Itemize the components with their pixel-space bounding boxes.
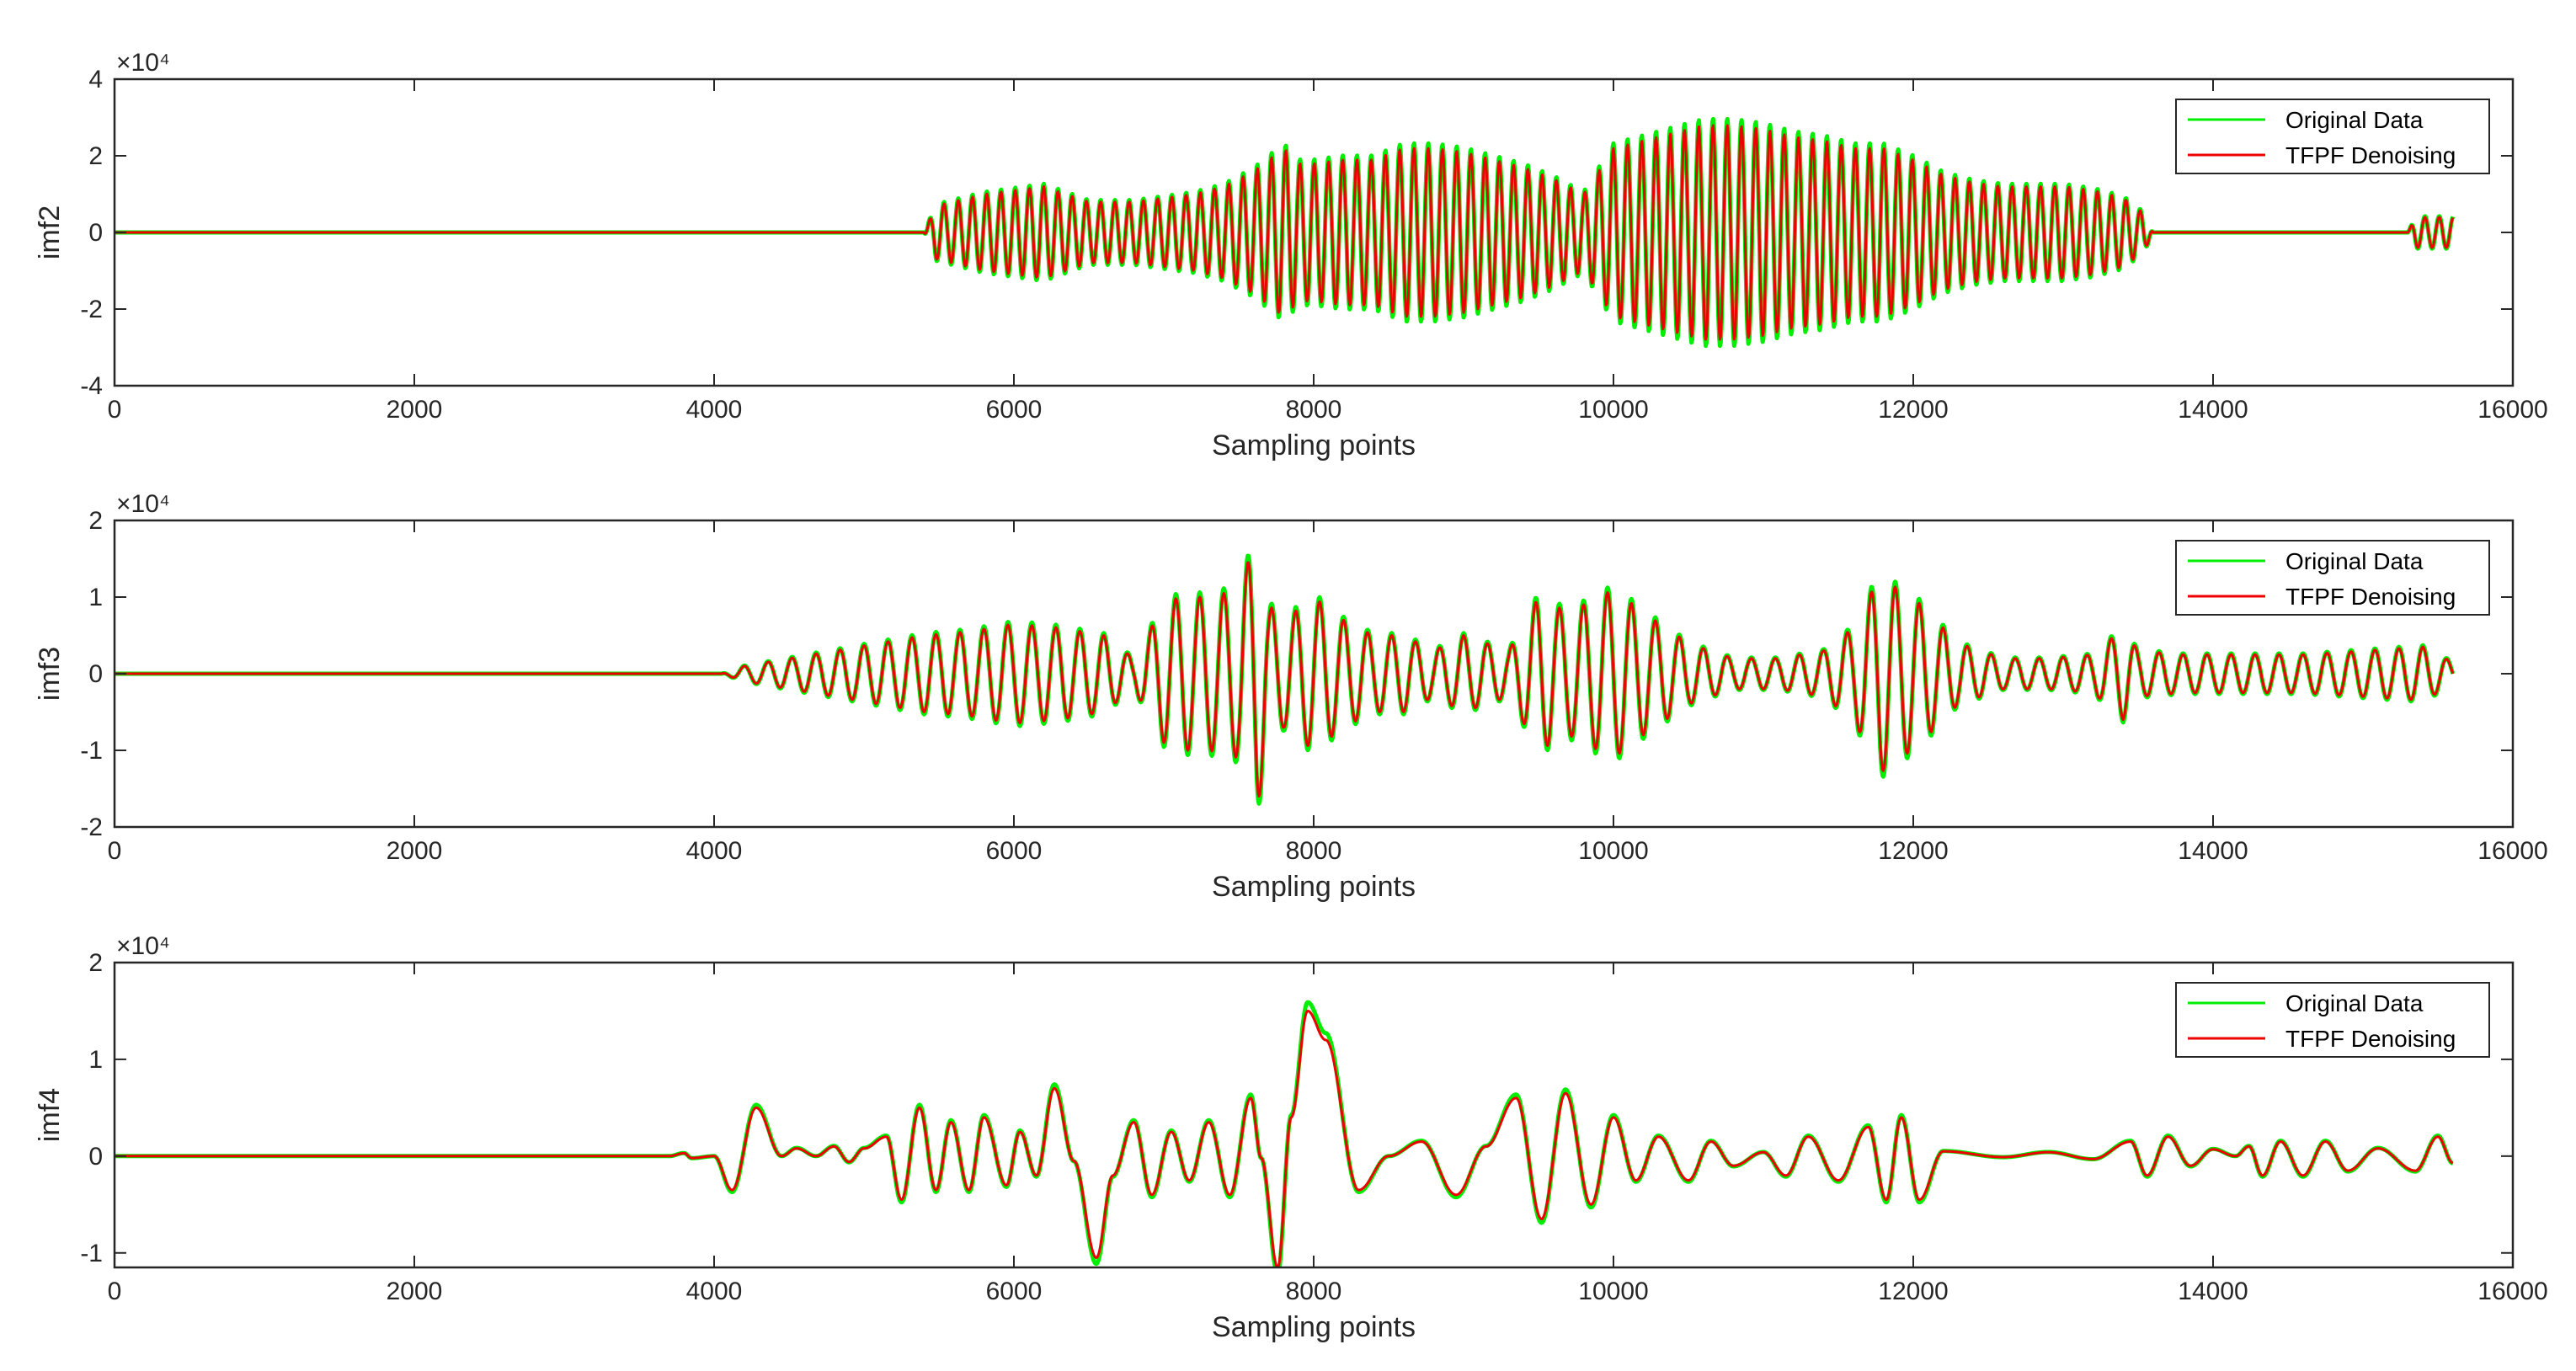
y-tick-label: -2: [80, 296, 103, 323]
plot-lines: [115, 553, 2456, 806]
x-tick-label: 2000: [387, 1278, 443, 1305]
legend-box: [2175, 99, 2490, 174]
x-tick-label: 16000: [2477, 837, 2547, 865]
y-tick-label: -4: [80, 372, 103, 400]
y-exponent-label: ×10⁴: [116, 490, 170, 518]
y-exponent-label: ×10⁴: [116, 932, 170, 960]
legend-box: [2175, 540, 2490, 616]
x-tick-label: 14000: [2178, 396, 2248, 424]
y-axis-label: imf3: [34, 647, 66, 701]
y-tick-label: 0: [88, 219, 103, 247]
y-axis-label: imf4: [34, 1088, 66, 1142]
x-tick-label: 12000: [1878, 396, 1948, 424]
y-tick-label: 1: [88, 584, 103, 611]
legend-box: [2175, 982, 2490, 1058]
x-tick-label: 0: [108, 1278, 122, 1305]
series-tfpf-denoising: [115, 561, 2455, 798]
x-tick-label: 10000: [1578, 837, 1648, 865]
x-axis-label: Sampling points: [1212, 1311, 1416, 1343]
x-tick-label: 8000: [1286, 1278, 1342, 1305]
x-tick-label: 10000: [1578, 396, 1648, 424]
y-exponent-label: ×10⁴: [116, 49, 170, 77]
y-tick-label: 1: [88, 1046, 103, 1074]
x-tick-label: 8000: [1286, 396, 1342, 424]
plot-lines: [115, 1000, 2455, 1267]
x-tick-label: 12000: [1878, 837, 1948, 865]
panel-imf3: 0 2000 4000 6000 8000 10000 12000 14000 16000 -2 -…: [34, 490, 2548, 903]
y-tick-label: 2: [88, 507, 103, 535]
x-tick-label: 14000: [2178, 837, 2248, 865]
x-axis-label: Sampling points: [1212, 429, 1416, 461]
tick-group: 0 2000 4000 6000 8000 10000 12000 14000 16000 -2 -…: [80, 507, 2547, 865]
x-tick-label: 0: [108, 396, 122, 424]
legend-label-original: Original Data: [2285, 107, 2424, 133]
x-tick-label: 4000: [686, 1278, 743, 1305]
legend-label-tfpf: TFPF Denoising: [2285, 142, 2456, 168]
x-tick-label: 2000: [387, 396, 443, 424]
series-tfpf-denoising: [115, 124, 2455, 341]
y-tick-label: -1: [80, 737, 103, 765]
y-tick-label: -1: [80, 1240, 103, 1267]
x-tick-label: 16000: [2477, 1278, 2547, 1305]
legend: Original Data TFPF Denoising: [2175, 982, 2490, 1058]
legend-label-tfpf: TFPF Denoising: [2285, 1026, 2456, 1052]
legend-label-original: Original Data: [2285, 990, 2424, 1016]
x-tick-label: 6000: [986, 837, 1043, 865]
x-tick-label: 10000: [1578, 1278, 1648, 1305]
x-tick-label: 12000: [1878, 1278, 1948, 1305]
x-tick-label: 2000: [387, 837, 443, 865]
tick-group: 0 2000 4000 6000 8000 10000 12000 14000 16000 -4 -…: [80, 66, 2547, 424]
tick-group: 0 2000 4000 6000 8000 10000 12000 14000 16000-10…: [80, 949, 2547, 1305]
x-tick-label: 8000: [1286, 837, 1342, 865]
y-tick-label: 0: [88, 1143, 103, 1171]
x-tick-label: 0: [108, 837, 122, 865]
y-tick-label: 2: [88, 949, 103, 977]
plot-lines: [115, 116, 2456, 349]
x-axis-label: Sampling points: [1212, 871, 1416, 903]
legend: Original Data TFPF Denoising: [2175, 540, 2490, 616]
series-tfpf-denoising: [115, 1010, 2454, 1267]
x-tick-label: 6000: [986, 1278, 1043, 1305]
panel-imf2: 0 2000 4000 6000 8000 10000 12000 14000 16000 -4 -…: [34, 49, 2548, 461]
y-axis-label: imf2: [34, 205, 66, 259]
x-tick-label: 4000: [686, 396, 743, 424]
legend-label-tfpf: TFPF Denoising: [2285, 584, 2456, 610]
x-tick-label: 16000: [2477, 396, 2547, 424]
y-tick-label: -2: [80, 814, 103, 841]
legend: Original Data TFPF Denoising: [2175, 99, 2490, 174]
y-tick-label: 0: [88, 660, 103, 688]
x-tick-label: 4000: [686, 837, 743, 865]
y-tick-label: 4: [88, 66, 103, 93]
x-tick-label: 14000: [2178, 1278, 2248, 1305]
y-tick-label: 2: [88, 142, 103, 170]
legend-label-original: Original Data: [2285, 548, 2424, 574]
panel-imf4: 0 2000 4000 6000 8000 10000 12000 14000 16000-10…: [34, 932, 2548, 1343]
x-tick-label: 6000: [986, 396, 1043, 424]
